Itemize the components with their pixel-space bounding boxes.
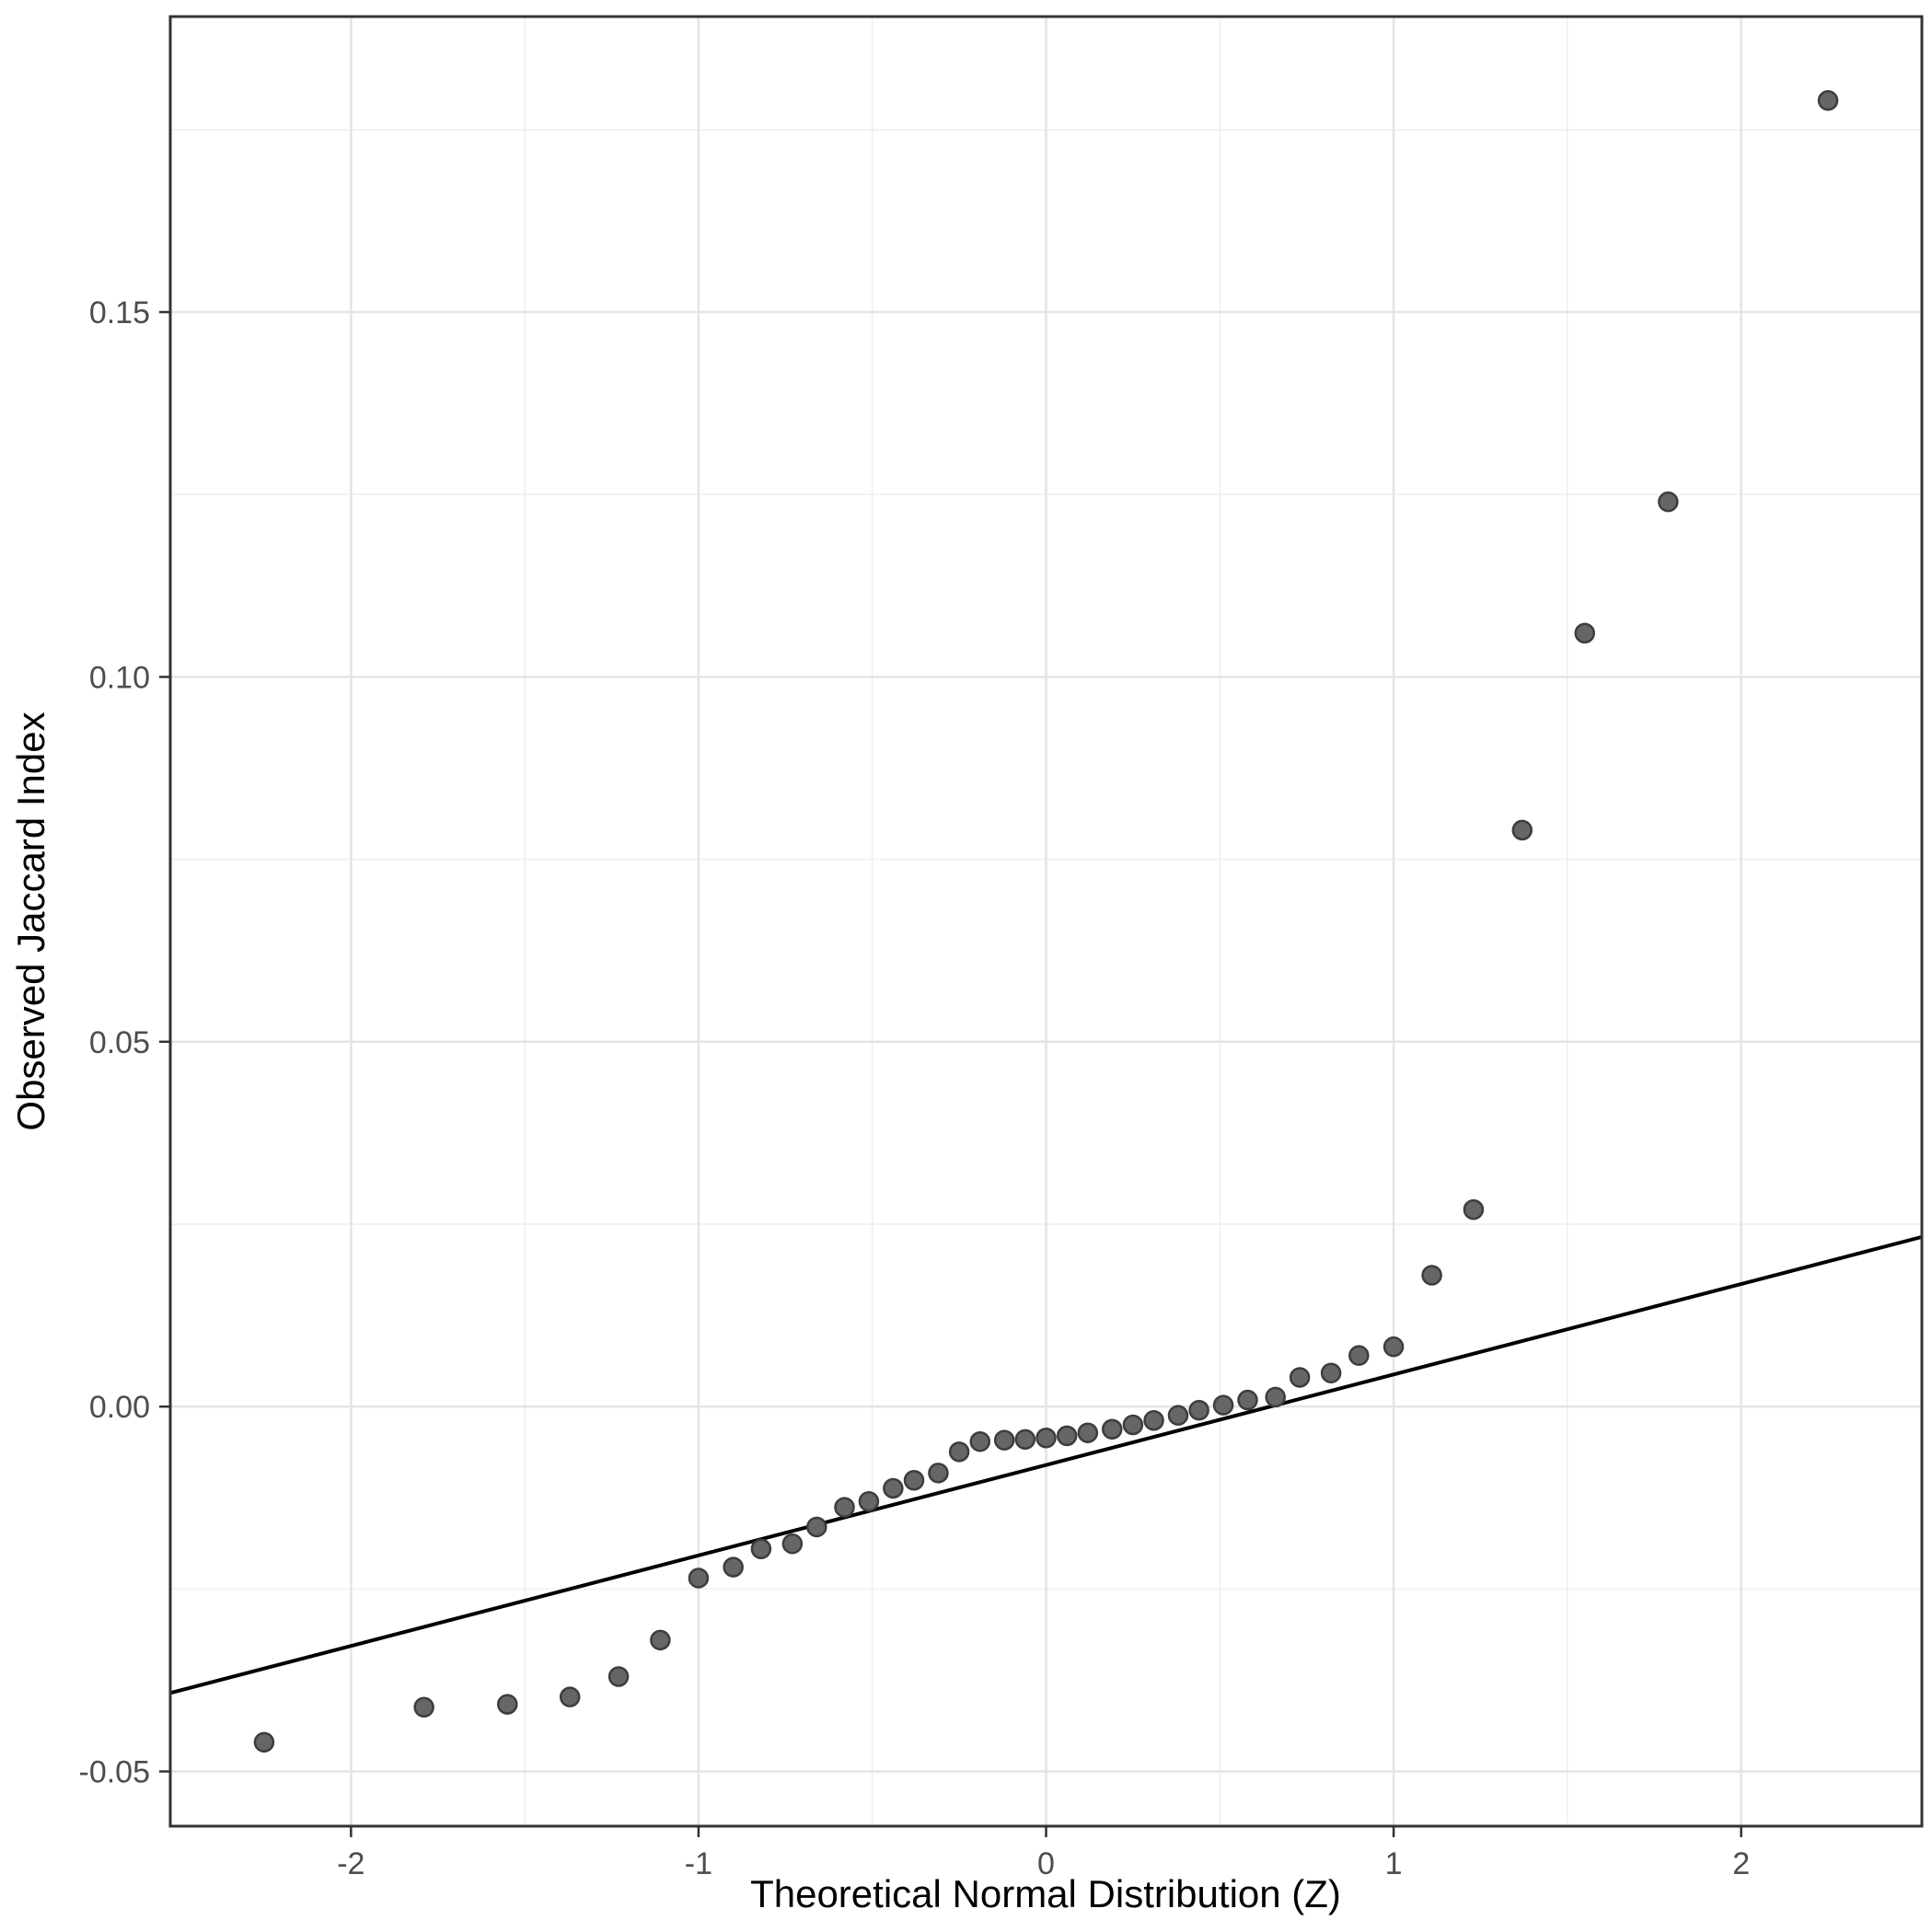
x-tick-label: 2 [1732,1846,1750,1881]
data-point [1463,1198,1485,1221]
data-point [1511,819,1533,841]
data-point [1348,1345,1370,1366]
data-point [1143,1409,1164,1431]
data-point [948,1441,970,1463]
data-point [688,1568,710,1589]
data-point [497,1694,518,1715]
y-tick-label: 0.10 [89,660,150,695]
data-point [559,1686,581,1707]
data-point [413,1696,434,1718]
reference-line [169,1234,1923,1695]
y-tick-label: 0.00 [89,1390,150,1425]
data-point [1101,1418,1123,1440]
data-point [650,1629,671,1651]
data-point [883,1477,904,1499]
data-point [781,1533,804,1555]
data-point [1320,1362,1342,1383]
data-point [1289,1367,1311,1388]
data-point [1056,1425,1078,1447]
data-point [993,1429,1015,1451]
data-point [806,1516,827,1538]
data-point [253,1731,275,1753]
x-tick-label: -1 [685,1846,712,1881]
data-point [1077,1422,1099,1443]
data-point [969,1430,991,1452]
y-tick-label: 0.05 [89,1025,150,1060]
data-point [1035,1428,1057,1449]
y-tick-label: 0.15 [89,295,150,330]
data-point [750,1538,772,1560]
x-tick-label: 0 [1037,1846,1055,1881]
data-point [1817,89,1839,111]
data-point [903,1469,925,1491]
data-point [858,1490,880,1512]
plot-area: -2 -1 0 1 2 -0.05 0.00 0.05 0.10 0.15 [79,15,1924,1881]
data-point [1122,1414,1144,1436]
data-point [1167,1405,1189,1426]
x-tick-label: -2 [337,1846,364,1881]
data-point [1014,1429,1036,1451]
data-point [1237,1389,1258,1411]
data-point [1188,1399,1209,1421]
data-point [1265,1386,1286,1408]
x-axis-title: Theoretical Normal Distribution (Z) [750,1872,1341,1915]
x-tick-label: 1 [1385,1846,1403,1881]
data-point [1658,491,1679,513]
y-tick-label: -0.05 [79,1755,151,1790]
y-axis-title: Observed Jaccard Index [9,711,52,1130]
data-point [1421,1265,1442,1286]
data-point [834,1497,855,1518]
data-point [607,1666,630,1687]
data-point [723,1556,744,1578]
data-point [1382,1336,1405,1358]
data-point [928,1463,949,1484]
data-point [1212,1394,1234,1416]
data-point [1574,622,1595,644]
